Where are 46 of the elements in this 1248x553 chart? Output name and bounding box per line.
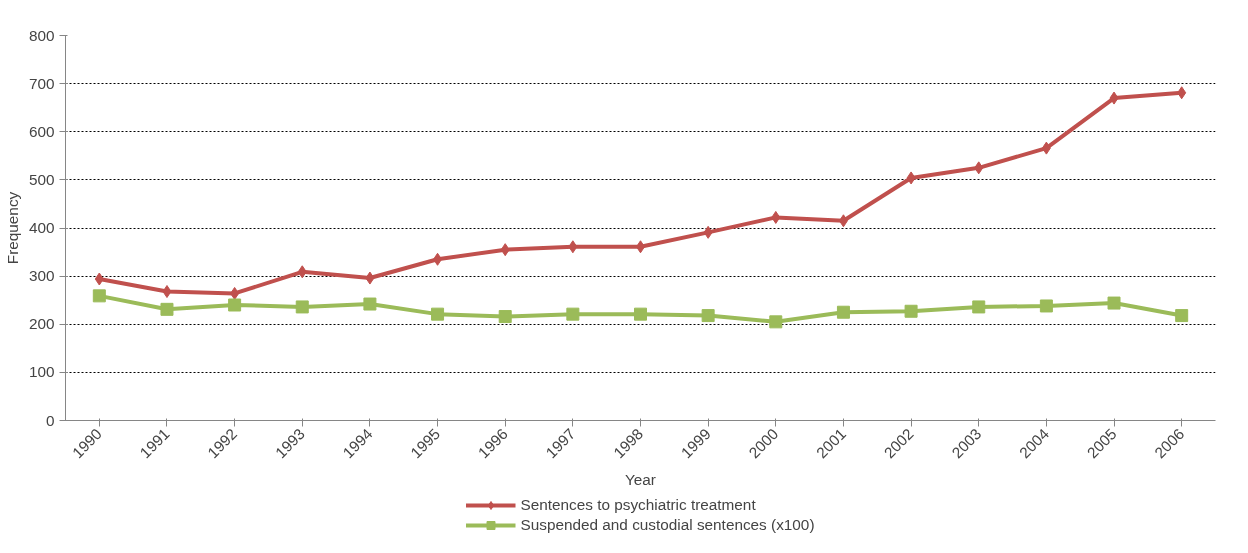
point — [500, 243, 510, 257]
point — [836, 305, 850, 319]
point — [771, 210, 781, 224]
legend-label: Sentences to psychiatric treatment — [520, 496, 756, 514]
y-tick-label: 500 — [28, 170, 55, 188]
point — [1041, 141, 1051, 155]
point — [363, 297, 377, 311]
y-tick-label: 400 — [28, 219, 55, 236]
point — [1109, 91, 1119, 105]
point — [230, 286, 240, 300]
point — [94, 272, 104, 286]
point — [568, 240, 578, 254]
point — [365, 271, 375, 285]
point — [703, 225, 713, 239]
point — [904, 304, 918, 318]
x-axis-title: Year — [625, 470, 656, 488]
point — [972, 300, 986, 314]
y-tick-label: 200 — [28, 315, 55, 333]
point — [1107, 296, 1121, 310]
y-tick-label: 300 — [28, 267, 55, 285]
point — [431, 307, 445, 321]
point — [974, 161, 984, 175]
point — [92, 289, 106, 303]
point — [297, 265, 307, 279]
point — [769, 315, 783, 329]
point — [1039, 299, 1053, 313]
y-tick-label: 600 — [28, 122, 55, 140]
y-tick-label: 100 — [28, 363, 55, 381]
y-tick-label: 700 — [28, 74, 55, 92]
y-axis-title: Frequency — [3, 191, 21, 265]
point — [162, 285, 172, 299]
point — [433, 252, 443, 266]
y-tick-label: 800 — [28, 26, 55, 44]
point — [906, 171, 916, 185]
point — [1177, 86, 1187, 100]
point — [498, 310, 512, 324]
point — [295, 300, 309, 314]
point — [634, 307, 647, 321]
point — [1175, 309, 1189, 323]
point — [701, 309, 715, 323]
point — [838, 214, 848, 228]
point — [160, 302, 174, 316]
legend-label: Suspended and custodial sentences (x100) — [520, 516, 815, 534]
point — [228, 298, 242, 312]
y-tick-label: 0 — [45, 411, 55, 429]
point — [566, 307, 580, 321]
